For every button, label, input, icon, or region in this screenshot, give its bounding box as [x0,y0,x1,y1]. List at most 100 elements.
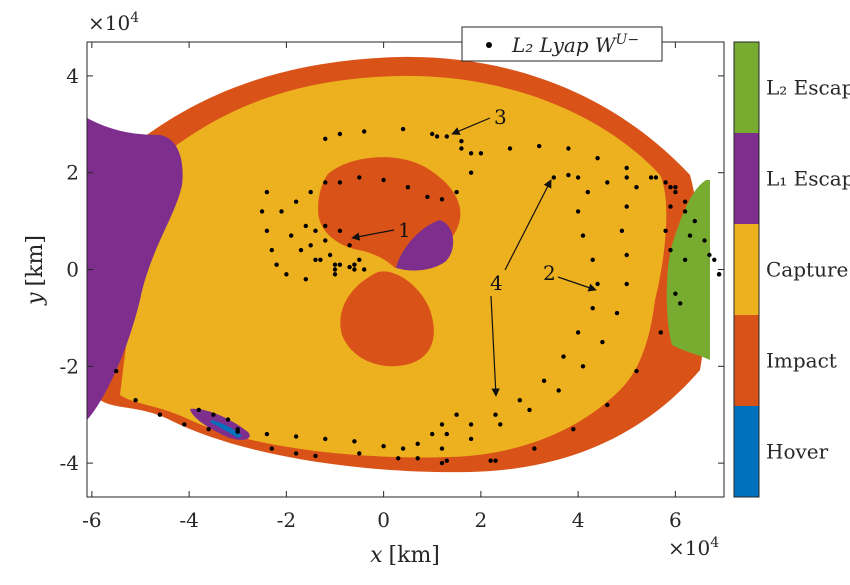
data-point [600,339,605,345]
data-point [605,180,610,185]
annotation-4-arrow-down [490,295,500,397]
data-point [682,209,688,214]
data-point [561,354,566,359]
legend-label: L₂ Lyap WU− [511,32,639,57]
data-point [133,398,138,403]
capture-region [120,75,667,458]
data-point [551,175,556,180]
x-tick-label: -6 [82,508,101,532]
colorbar-label: Hover [766,440,829,464]
data-point [332,267,338,272]
data-point [318,257,323,262]
data-point [182,422,187,427]
colorbar-label: Capture [766,258,848,282]
data-point [274,262,279,267]
data-point [507,146,513,151]
data-point [493,412,498,417]
l1-escape-left [87,118,183,420]
data-point [668,204,673,209]
annotation-2-arrow [557,276,597,292]
annotation-1-arrow [351,229,395,241]
axes: -6 -4 -2 0 2 4 6 4 2 0 -2 -4 [60,41,725,532]
data-point [673,189,678,195]
colorbar-swatch [734,133,759,224]
data-point [634,368,639,374]
data-point [517,398,522,403]
data-point [541,378,547,383]
data-point [430,431,435,437]
annotation-3-arrow [451,117,491,135]
data-point [595,281,600,287]
y-tick-label: -2 [60,354,79,378]
data-point [323,238,328,243]
data-point [332,262,338,267]
colorbar-label: L₁ Escape [766,167,850,191]
legend: L₂ Lyap WU− [461,26,663,62]
colorbar-swatch [734,315,759,406]
data-point [264,228,270,233]
colorbar: L₂ Escape L₁ Escape Capture Impact Hover [733,41,850,498]
basin-regions [87,56,710,473]
data-point [157,412,163,417]
data-point [634,185,639,190]
data-point [468,422,474,427]
legend-box [461,26,663,62]
data-point [444,134,449,139]
data-point [498,422,503,427]
data-point [362,129,367,134]
data-point [595,156,600,161]
data-point [430,131,435,137]
data-point [682,199,688,204]
data-point [400,446,406,451]
data-point [575,175,581,180]
data-point [678,301,683,306]
annotations: 1 2 3 4 [351,105,597,397]
data-point [225,417,231,422]
data-point [459,146,464,151]
colorbar-label: Impact [766,349,837,373]
data-point [298,247,304,253]
data-point [114,368,119,374]
x-multiplier: ×104 [668,535,719,560]
data-point [478,151,484,156]
data-point [624,204,629,209]
data-point [658,330,663,335]
data-point [313,257,318,262]
data-point [425,194,430,200]
data-point [454,189,459,195]
x-tick-label: 2 [475,508,488,532]
data-point [532,446,537,451]
data-point [580,233,586,238]
data-point [624,281,629,287]
data-point [259,209,265,214]
data-point [347,264,352,270]
data-point [624,175,629,180]
x-tick-label: 6 [669,508,682,532]
data-point [337,228,343,233]
data-point [712,257,717,262]
data-point [211,412,216,417]
colorbar-frame [733,41,760,498]
data-point [337,262,343,267]
data-point [357,257,362,262]
data-point [648,175,654,180]
data-point [313,228,318,233]
hover-region [210,420,242,438]
y-axis-label: y[km] [23,235,48,306]
data-point [264,189,270,195]
data-point [585,189,590,195]
data-point [439,422,445,427]
annotation-4: 4 [490,271,503,295]
data-point [196,407,201,413]
data-point [619,228,625,233]
y-ticks: 4 2 0 -2 -4 [60,64,724,475]
data-point [396,456,401,461]
data-point [624,165,629,171]
y-tick-label: 2 [66,161,79,185]
annotation-1: 1 [398,218,411,242]
data-point [323,180,328,185]
data-point [493,458,498,463]
data-point [707,252,712,258]
data-point [444,431,449,437]
data-point [668,247,673,253]
